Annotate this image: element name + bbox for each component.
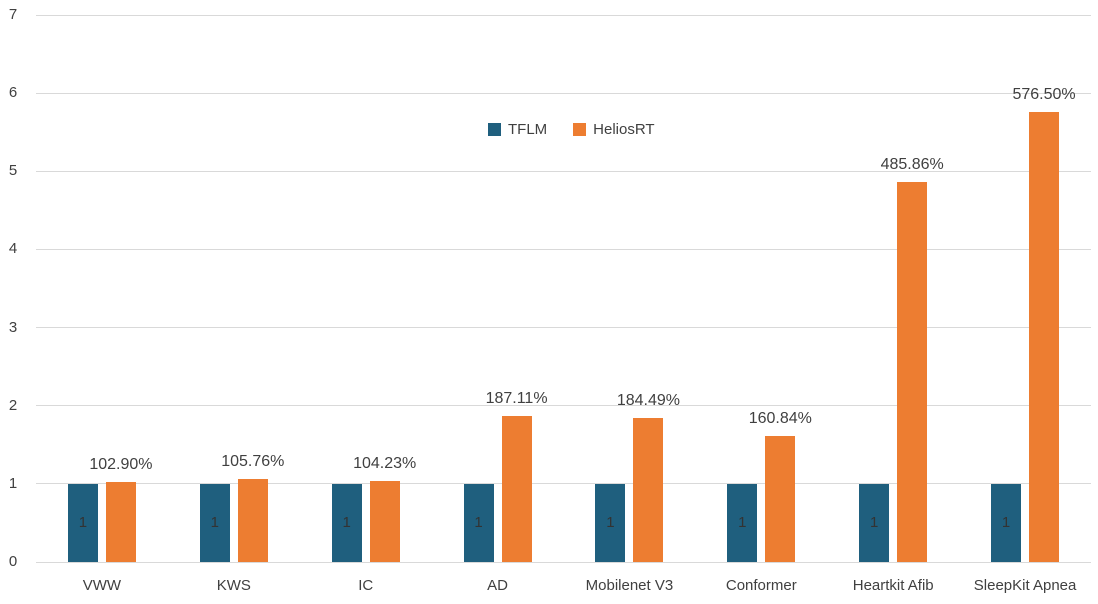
x-axis-label-vww: VWW — [82, 577, 122, 594]
bar-tflm-kws — [199, 483, 230, 562]
y-axis-tick-label-7: 7 — [8, 6, 18, 23]
y-axis-tick-label-2: 2 — [8, 396, 18, 414]
data-label-heliosrt-sleepkit-apnea: 576.50% — [1012, 85, 1076, 103]
bar-tflm-mobilenet-v3 — [595, 483, 626, 562]
bar-heliosrt-mobilenet-v3 — [633, 417, 664, 562]
y-axis-tick-label-3: 3 — [8, 318, 18, 336]
bar-heliosrt-vww — [105, 481, 136, 562]
legend: TFLM HeliosRT — [488, 121, 655, 138]
gridline-y-1 — [36, 483, 1091, 485]
x-axis-label-heartkit-afib: Heartkit Afib — [852, 577, 934, 594]
y-axis-tick-label-0: 0 — [8, 553, 18, 570]
data-label-heliosrt-conformer: 160.84% — [748, 410, 812, 428]
bar-tflm-sleepkit-apnea — [991, 483, 1022, 562]
legend-item-tflm: TFLM — [488, 121, 547, 138]
bar-tflm-vww — [67, 483, 98, 562]
x-axis-label-mobilenet-v3: Mobilenet V3 — [585, 577, 674, 594]
bar-value-label-tflm-sleepkit-apnea: 1 — [1001, 513, 1011, 531]
bar-heliosrt-ad — [501, 415, 532, 562]
data-label-heliosrt-mobilenet-v3: 184.49% — [616, 391, 681, 409]
y-axis-tick-label-4: 4 — [8, 240, 18, 258]
x-axis-label-ic: IC — [358, 577, 374, 594]
heliosrt-series-swatch-icon — [573, 123, 587, 136]
y-axis-tick-label-1: 1 — [8, 474, 18, 492]
bar-heliosrt-sleepkit-apnea — [1029, 111, 1060, 562]
bar-value-label-tflm-kws: 1 — [210, 513, 219, 531]
legend-item-heliosrt: HeliosRT — [573, 121, 655, 138]
bar-tflm-conformer — [727, 483, 758, 562]
x-axis-label-conformer: Conformer — [725, 577, 797, 594]
bar-value-label-tflm-conformer: 1 — [738, 513, 747, 531]
legend-label-heliosrt: HeliosRT — [593, 121, 655, 138]
legend-label-tflm: TFLM — [508, 121, 548, 138]
gridline-y-5 — [36, 170, 1091, 172]
bar-value-label-tflm-heartkit-afib: 1 — [870, 513, 879, 531]
gridline-y-0 — [36, 561, 1091, 563]
gridline-y-4 — [36, 248, 1091, 250]
gridline-y-3 — [36, 327, 1091, 329]
x-axis-label-ad: AD — [487, 577, 508, 594]
x-axis-label-kws: KWS — [216, 577, 251, 594]
bar-heliosrt-ic — [369, 480, 400, 562]
y-axis-tick-label-6: 6 — [8, 84, 18, 102]
bar-value-label-tflm-ad: 1 — [474, 513, 483, 531]
bar-tflm-ic — [331, 483, 362, 562]
bar-heliosrt-heartkit-afib — [897, 182, 928, 562]
data-label-heliosrt-heartkit-afib: 485.86% — [880, 156, 944, 174]
bar-heliosrt-kws — [237, 479, 268, 562]
gridline-y-6 — [36, 92, 1091, 94]
data-label-heliosrt-ic: 104.23% — [353, 454, 417, 472]
bar-tflm-ad — [463, 483, 494, 562]
bar-value-label-tflm-vww: 1 — [78, 513, 88, 531]
y-axis-tick-label-5: 5 — [8, 162, 18, 180]
gridline-y-2 — [36, 405, 1091, 407]
x-axis-label-sleepkit-apnea: SleepKit Apnea — [973, 577, 1077, 594]
tflm-series-swatch-icon — [488, 123, 501, 136]
bar-value-label-tflm-mobilenet-v3: 1 — [606, 513, 615, 531]
data-label-heliosrt-ad: 187.11% — [485, 389, 548, 407]
bar-tflm-heartkit-afib — [859, 483, 890, 562]
bar-heliosrt-conformer — [765, 436, 796, 562]
gridline-y-7 — [36, 14, 1091, 16]
data-label-heliosrt-vww: 102.90% — [89, 455, 153, 473]
data-label-heliosrt-kws: 105.76% — [221, 453, 285, 471]
bar-value-label-tflm-ic: 1 — [342, 513, 351, 531]
